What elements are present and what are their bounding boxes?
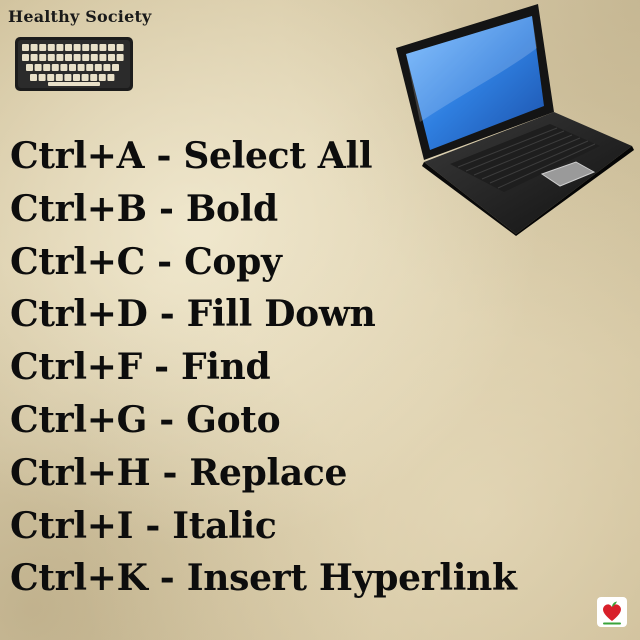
- shortcut-ctrl-i: Ctrl+I - Italic: [10, 500, 517, 553]
- shortcut-action: Fill Down: [186, 293, 376, 336]
- laptop-icon: [396, 4, 634, 236]
- shortcut-keys: Ctrl+G: [10, 398, 148, 441]
- shortcut-ctrl-a: Ctrl+A - Select All: [10, 130, 517, 183]
- shortcut-action: Find: [180, 346, 271, 389]
- shortcut-keys: Ctrl+K: [10, 557, 148, 600]
- shortcut-keys: Ctrl+H: [10, 451, 151, 494]
- shortcut-ctrl-g: Ctrl+G - Goto: [10, 394, 517, 447]
- shortcut-separator: -: [147, 293, 187, 336]
- shortcut-separator: -: [141, 346, 181, 389]
- heart-apple-logo-icon: [597, 597, 627, 627]
- shortcut-separator: -: [144, 240, 185, 283]
- shortcut-ctrl-h: Ctrl+H - Replace: [10, 447, 517, 500]
- shortcut-separator: -: [150, 451, 190, 494]
- shortcut-ctrl-d: Ctrl+D - Fill Down: [10, 288, 517, 341]
- shortcut-action: Replace: [189, 451, 348, 494]
- shortcut-ctrl-k: Ctrl+K - Insert Hyperlink: [10, 552, 517, 605]
- shortcut-action: Insert Hyperlink: [186, 557, 517, 600]
- shortcut-keys: Ctrl+D: [10, 293, 148, 336]
- shortcut-ctrl-f: Ctrl+F - Find: [10, 341, 517, 394]
- shortcut-keys: Ctrl+B: [10, 187, 147, 230]
- shortcut-separator: -: [147, 557, 187, 600]
- shortcut-action: Italic: [172, 504, 277, 547]
- shortcut-action: Goto: [186, 398, 281, 441]
- shortcut-separator: -: [146, 187, 186, 230]
- shortcut-ctrl-b: Ctrl+B - Bold: [10, 183, 517, 236]
- shortcut-separator: -: [144, 135, 184, 177]
- shortcut-list: Ctrl+A - Select All Ctrl+B - Bold Ctrl+C…: [10, 130, 517, 605]
- shortcut-keys: Ctrl+F: [10, 346, 142, 389]
- shortcut-action: Select All: [183, 135, 373, 177]
- shortcut-action: Bold: [185, 187, 278, 230]
- shortcut-action: Copy: [184, 240, 282, 283]
- shortcut-keys: Ctrl+A: [10, 135, 145, 177]
- shortcut-ctrl-c: Ctrl+C - Copy: [10, 236, 517, 289]
- shortcut-keys: Ctrl+C: [10, 240, 145, 283]
- brand-title: Healthy Society: [8, 7, 152, 26]
- keyboard-icon: [15, 37, 133, 91]
- shortcut-keys: Ctrl+I: [10, 504, 134, 547]
- shortcut-separator: -: [133, 504, 173, 547]
- shortcut-separator: -: [147, 398, 187, 441]
